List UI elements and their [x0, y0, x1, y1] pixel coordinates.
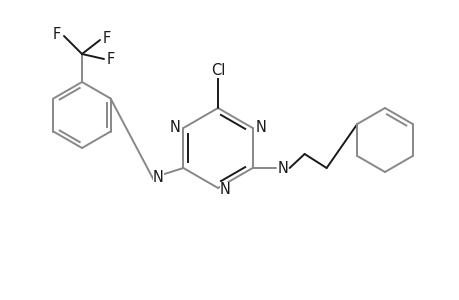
Text: F: F: [103, 31, 111, 46]
Text: N: N: [169, 119, 180, 134]
Text: N: N: [219, 182, 230, 196]
Text: N: N: [255, 119, 266, 134]
Text: N: N: [277, 160, 287, 175]
Text: F: F: [53, 26, 61, 41]
Text: Cl: Cl: [210, 62, 225, 77]
Text: F: F: [106, 52, 115, 67]
Text: N: N: [152, 170, 163, 185]
